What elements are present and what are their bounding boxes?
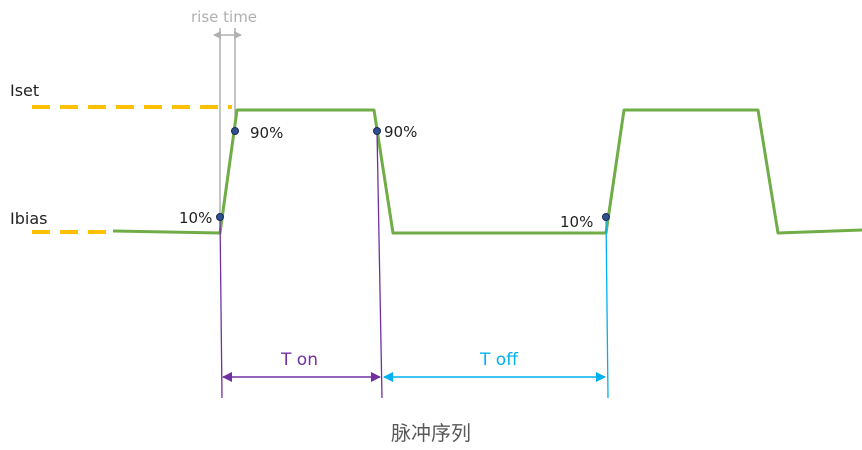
pct-90-rise-label: 90% — [250, 124, 283, 142]
t-on-end-line — [376, 130, 383, 399]
rise-time-label: rise time — [191, 8, 257, 26]
t-off-end-line — [605, 216, 609, 399]
marker-10pct-second-rise — [602, 213, 610, 221]
t-on-start-line — [219, 216, 223, 399]
iset-label: Iset — [10, 81, 39, 100]
pct-10-rise-label: 10% — [179, 209, 212, 227]
marker-90pct-fall — [373, 127, 381, 135]
t-on-label: T on — [280, 350, 318, 370]
marker-10pct-rise — [216, 213, 224, 221]
marker-90pct-rise — [231, 127, 239, 135]
pulse-signal-line — [112, 108, 862, 235]
diagram-caption: 脉冲序列 — [391, 421, 471, 445]
ibias-label: Ibias — [10, 209, 47, 228]
pct-90-fall-label: 90% — [384, 123, 417, 141]
pct-10-second-rise-label: 10% — [560, 213, 593, 231]
t-off-label: T off — [479, 350, 519, 370]
